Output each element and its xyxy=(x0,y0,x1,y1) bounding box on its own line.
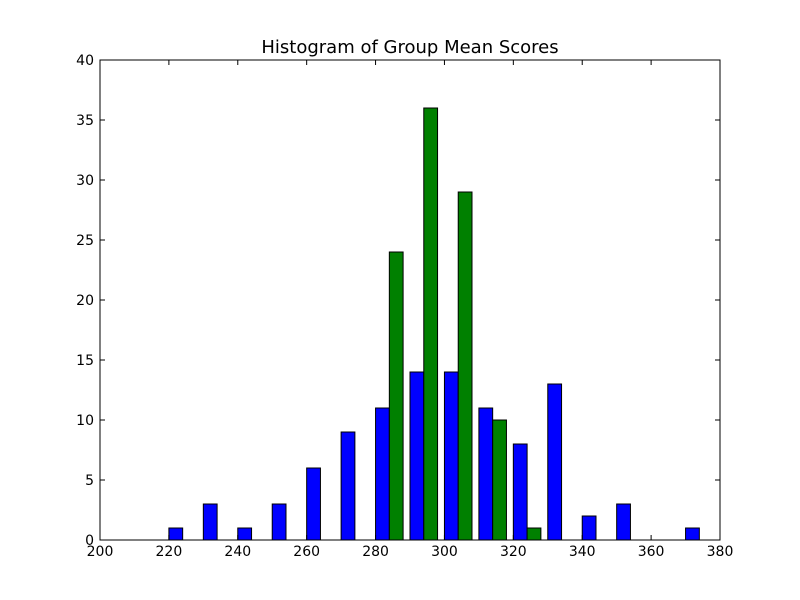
plot-frame xyxy=(99,59,721,541)
bar-series1-bin-220 xyxy=(168,527,184,541)
bar-series1-bin-340 xyxy=(581,515,597,541)
bar-series1-bin-350 xyxy=(616,503,631,541)
bar-series1-bin-230 xyxy=(202,503,218,541)
y-tick-label: 40 xyxy=(76,53,94,69)
bar-series1-bin-310 xyxy=(478,407,494,541)
y-tick-label: 30 xyxy=(76,173,94,189)
x-tick-label: 320 xyxy=(500,544,527,560)
bar-series1-bin-330 xyxy=(547,383,563,541)
bar-series1-bin-290 xyxy=(409,371,425,541)
bar-series1-bin-300 xyxy=(443,371,459,541)
bar-series1-bin-370 xyxy=(685,527,700,541)
chart-title: Histogram of Group Mean Scores xyxy=(261,37,558,58)
bar-series2-bin-320 xyxy=(526,527,542,541)
bar-series2-bin-310 xyxy=(492,419,507,541)
ticks-layer: 200 220 240 260 280 300 320 340 360 380 0 5 10 15 20 25… xyxy=(76,53,733,560)
y-tick-label: 15 xyxy=(76,353,94,369)
x-tick-label: 340 xyxy=(569,544,596,560)
x-tick-label: 240 xyxy=(224,544,251,560)
bar-series1-bin-260 xyxy=(306,467,321,541)
x-tick-label: 220 xyxy=(156,544,183,560)
y-tick-label: 0 xyxy=(85,533,94,549)
bar-series1-bin-320 xyxy=(512,443,528,541)
x-tick-label: 380 xyxy=(707,544,734,560)
bar-series1-bin-240 xyxy=(237,527,253,541)
x-tick-label: 360 xyxy=(638,544,665,560)
x-tick-label: 300 xyxy=(431,544,458,560)
y-tick-label: 25 xyxy=(76,233,94,249)
bar-series2-bin-300 xyxy=(457,191,473,541)
bar-series2-bin-290 xyxy=(423,107,439,541)
bar-series1-bin-280 xyxy=(375,407,390,541)
x-tick-label: 280 xyxy=(362,544,389,560)
x-tick-label: 200 xyxy=(87,544,114,560)
bar-series1-bin-250 xyxy=(271,503,287,541)
x-tick-label: 260 xyxy=(293,544,320,560)
y-tick-label: 20 xyxy=(76,293,94,309)
y-tick-label: 10 xyxy=(76,413,94,429)
bar-series1-bin-270 xyxy=(340,431,356,541)
y-tick-label: 35 xyxy=(76,113,94,129)
bar-series2-bin-280 xyxy=(388,251,404,541)
y-tick-label: 5 xyxy=(85,473,94,489)
